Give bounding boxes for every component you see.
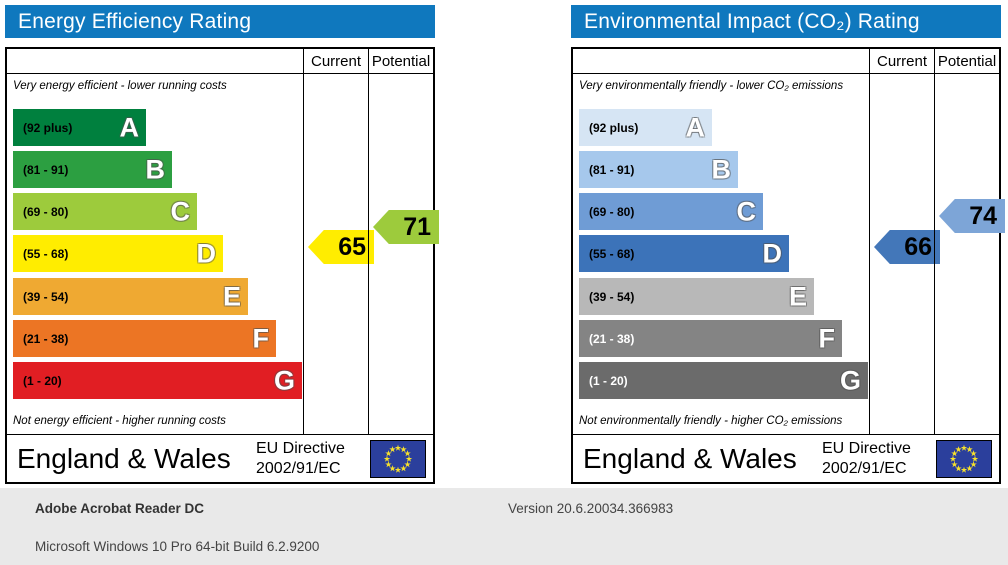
energy-current-column: 65 [303, 74, 374, 434]
co2-current-column: 66 [869, 74, 940, 434]
band-b-range: (81 - 91) [589, 162, 635, 177]
band-d: (55 - 68) D [13, 235, 223, 272]
eu-directive-line2: 2002/91/EC [822, 460, 907, 477]
band-a-range: (92 plus) [23, 120, 73, 135]
potential-rating-arrow: 74 [939, 199, 1005, 233]
energy-top-note: Very energy efficient - lower running co… [13, 80, 227, 92]
environmental-impact-chart: Environmental Impact (CO₂) Rating Curren… [571, 5, 1005, 484]
band-e-letter: E [788, 281, 807, 311]
band-d-range: (55 - 68) [589, 246, 635, 261]
energy-rating-table: Current Potential Very energy efficient … [5, 47, 439, 484]
band-c-letter: C [736, 196, 757, 226]
app-version: Version 20.6.20034.366983 [508, 501, 674, 516]
energy-efficiency-chart: Energy Efficiency Rating Current Potenti… [5, 5, 439, 484]
band-e-range: (39 - 54) [23, 289, 69, 304]
band-d: (55 - 68) D [579, 235, 789, 272]
band-f-letter: F [818, 323, 836, 353]
band-g-range: (1 - 20) [23, 373, 62, 388]
energy-bottom-note: Not energy efficient - higher running co… [13, 415, 226, 427]
band-g-letter: G [839, 365, 861, 395]
eu-flag-icon [936, 440, 992, 478]
band-d-letter: D [762, 238, 783, 268]
band-b-letter: B [711, 154, 732, 184]
band-b: (81 - 91) B [13, 151, 172, 188]
potential-column-header: Potential [368, 49, 433, 74]
eu-flag-icon [370, 440, 426, 478]
co2-bottom-note: Not environmentally friendly - higher CO… [579, 415, 843, 427]
band-f-range: (21 - 38) [23, 331, 69, 346]
region-label: England & Wales [583, 442, 797, 474]
energy-chart-footer: England & Wales EU Directive 2002/91/EC [7, 434, 433, 482]
band-a-letter: A [119, 112, 140, 142]
eu-directive-line1: EU Directive [256, 440, 345, 457]
potential-rating-arrow: 71 [373, 210, 439, 244]
band-b: (81 - 91) B [579, 151, 738, 188]
band-c: (69 - 80) C [579, 193, 763, 230]
band-f-range: (21 - 38) [589, 331, 635, 346]
band-d-letter: D [196, 238, 217, 268]
co2-band-area: Very environmentally friendly - lower CO… [573, 74, 869, 434]
current-rating-arrow: 66 [874, 230, 940, 264]
band-a: (92 plus) A [579, 109, 712, 146]
app-name: Adobe Acrobat Reader DC [35, 501, 205, 516]
band-g-range: (1 - 20) [589, 373, 628, 388]
band-d-range: (55 - 68) [23, 246, 69, 261]
band-c-range: (69 - 80) [589, 204, 635, 219]
system-info-panel: Adobe Acrobat Reader DC Version 20.6.200… [0, 488, 1008, 565]
energy-potential-column: 71 [368, 74, 439, 434]
band-f: (21 - 38) F [579, 320, 842, 357]
band-e-letter: E [222, 281, 241, 311]
band-g: (1 - 20) G [13, 362, 302, 399]
band-e: (39 - 54) E [579, 278, 814, 315]
band-g: (1 - 20) G [579, 362, 868, 399]
band-b-range: (81 - 91) [23, 162, 69, 177]
eu-directive-line1: EU Directive [822, 440, 911, 457]
band-c-letter: C [170, 196, 191, 226]
band-c-range: (69 - 80) [23, 204, 69, 219]
co2-chart-footer: England & Wales EU Directive 2002/91/EC [573, 434, 999, 482]
band-g-letter: G [273, 365, 295, 395]
co2-potential-column: 74 [934, 74, 1005, 434]
eu-directive-label: EU Directive 2002/91/EC [256, 439, 345, 479]
co2-rating-table: Current Potential Very environmentally f… [571, 47, 1005, 484]
potential-column-header: Potential [934, 49, 999, 74]
band-f: (21 - 38) F [13, 320, 276, 357]
current-column-header: Current [303, 49, 368, 74]
band-b-letter: B [145, 154, 166, 184]
region-label: England & Wales [17, 442, 231, 474]
header-spacer [573, 49, 869, 74]
header-spacer [7, 49, 303, 74]
band-e-range: (39 - 54) [589, 289, 635, 304]
current-rating-arrow: 65 [308, 230, 374, 264]
band-a: (92 plus) A [13, 109, 146, 146]
eu-directive-line2: 2002/91/EC [256, 460, 341, 477]
band-c: (69 - 80) C [13, 193, 197, 230]
energy-band-area: Very energy efficient - lower running co… [7, 74, 303, 434]
os-info: Microsoft Windows 10 Pro 64-bit Build 6.… [35, 539, 320, 554]
co2-top-note: Very environmentally friendly - lower CO… [579, 80, 844, 92]
energy-chart-title: Energy Efficiency Rating [5, 5, 435, 38]
band-a-letter: A [685, 112, 706, 142]
co2-chart-title: Environmental Impact (CO₂) Rating [571, 5, 1001, 38]
eu-directive-label: EU Directive 2002/91/EC [822, 439, 911, 479]
band-e: (39 - 54) E [13, 278, 248, 315]
current-column-header: Current [869, 49, 934, 74]
band-a-range: (92 plus) [589, 120, 639, 135]
band-f-letter: F [252, 323, 270, 353]
